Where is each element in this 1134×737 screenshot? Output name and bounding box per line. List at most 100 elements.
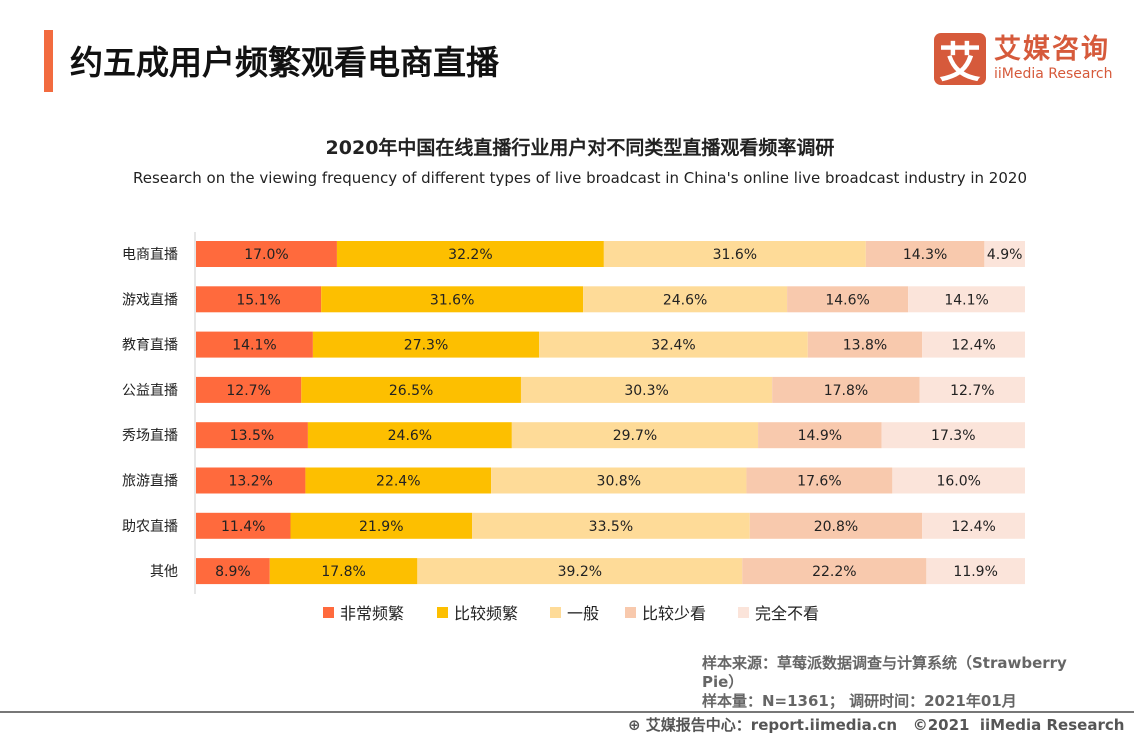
data-label: 22.2%	[812, 564, 856, 580]
bar-segment	[746, 467, 893, 494]
bar-segment	[196, 422, 308, 449]
bar-segment	[307, 422, 512, 449]
bar-segment	[196, 241, 337, 267]
category-label: 电商直播	[122, 246, 178, 263]
bar-segment	[603, 241, 866, 267]
category-label: 其他	[150, 564, 178, 580]
data-label: 17.8%	[824, 383, 868, 399]
data-label: 16.0%	[936, 474, 980, 490]
category-label: 助农直播	[122, 518, 178, 535]
data-label: 39.2%	[558, 564, 602, 580]
bar-segment	[321, 286, 584, 313]
bar-segment	[301, 376, 521, 403]
data-label: 20.8%	[814, 519, 858, 535]
data-label: 17.8%	[321, 564, 365, 580]
title-accent-bar	[44, 30, 53, 92]
data-label: 17.6%	[797, 474, 841, 490]
bar-segment	[881, 422, 1025, 449]
footer: ⊕ 艾媒报告中心：report.iimedia.cn ©2021 iiMedia…	[628, 714, 1134, 735]
bar-segment	[520, 376, 773, 403]
bar-segment	[539, 331, 808, 358]
globe-icon: ⊕	[628, 716, 646, 734]
logo-en: iiMedia Research	[994, 66, 1113, 82]
category-label: 游戏直播	[122, 291, 178, 308]
bar-segment	[196, 512, 291, 539]
data-label: 15.1%	[236, 292, 280, 308]
data-label: 21.9%	[359, 519, 403, 535]
bar-segment	[472, 512, 750, 539]
bar-segment	[196, 467, 306, 494]
category-label: 秀场直播	[122, 427, 178, 444]
bar-segment	[511, 422, 759, 449]
legend-label: 比较少看	[642, 604, 706, 623]
legend-label: 一般	[567, 604, 599, 623]
legend-label: 非常频繁	[340, 604, 404, 623]
data-label: 12.7%	[950, 383, 994, 399]
data-label: 17.0%	[244, 247, 288, 263]
bar-segment	[336, 241, 604, 267]
bar-segment	[919, 376, 1025, 403]
bar-segment	[417, 558, 743, 585]
logo-cn: 艾媒咨询	[994, 34, 1110, 65]
bar-segment	[269, 558, 418, 585]
bar-segment	[908, 286, 1025, 313]
data-label: 32.4%	[651, 338, 695, 354]
data-label: 11.9%	[953, 564, 997, 580]
bar-segment	[787, 286, 909, 313]
legend-label: 完全不看	[755, 604, 819, 623]
bar-segment	[865, 241, 985, 267]
bar-segment	[312, 331, 540, 358]
data-label: 17.3%	[931, 428, 975, 444]
legend-swatch	[550, 607, 561, 618]
bar-segment	[196, 376, 302, 403]
data-label: 24.6%	[663, 292, 707, 308]
bar-segment	[196, 558, 270, 585]
data-label: 14.6%	[825, 292, 869, 308]
source-line: 样本来源：草莓派数据调查与计算系统（Strawberry Pie）	[702, 654, 1067, 691]
data-label: 14.1%	[944, 292, 988, 308]
data-label: 24.6%	[388, 428, 432, 444]
data-label: 29.7%	[613, 428, 657, 444]
data-label: 13.2%	[228, 474, 272, 490]
logo-mark: 艾	[934, 33, 986, 87]
bar-segment	[305, 467, 492, 494]
bar-segment	[196, 286, 322, 313]
data-label: 11.4%	[221, 519, 265, 535]
bar-segment	[926, 558, 1025, 585]
data-label: 30.8%	[597, 474, 641, 490]
legend-swatch	[625, 607, 636, 618]
data-label: 14.9%	[798, 428, 842, 444]
data-label: 30.3%	[624, 383, 668, 399]
page-title: 约五成用户频繁观看电商直播	[70, 43, 499, 82]
legend-swatch	[323, 607, 334, 618]
data-label: 4.9%	[987, 247, 1023, 263]
footer-divider	[0, 711, 1134, 713]
bar-segment	[922, 512, 1025, 539]
data-label: 13.8%	[843, 338, 887, 354]
bar-segment	[922, 331, 1025, 358]
data-label: 12.4%	[951, 519, 995, 535]
data-label: 31.6%	[430, 292, 474, 308]
data-label: 13.5%	[230, 428, 274, 444]
bar-segment	[772, 376, 920, 403]
legend-swatch	[738, 607, 749, 618]
data-label: 8.9%	[215, 564, 251, 580]
bar-segment	[984, 241, 1025, 267]
footer-text: 艾媒报告中心：report.iimedia.cn ©2021 iiMedia R…	[645, 716, 1134, 734]
data-label: 32.2%	[448, 247, 492, 263]
data-label: 14.1%	[232, 338, 276, 354]
bar-segment	[758, 422, 882, 449]
data-label: 26.5%	[389, 383, 433, 399]
bar-segment	[583, 286, 788, 313]
data-label: 12.7%	[226, 383, 270, 399]
source-note: 样本来源：草莓派数据调查与计算系统（Strawberry Pie） 样本量：N=1…	[702, 654, 1092, 711]
sample-line: 样本量：N=1361； 调研时间：2021年01月	[702, 692, 1017, 710]
legend-label: 比较频繁	[454, 604, 518, 623]
bar-segment	[892, 467, 1025, 494]
chart-subtitle: Research on the viewing frequency of dif…	[132, 169, 1027, 187]
data-label: 27.3%	[404, 338, 448, 354]
chart-title: 2020年中国在线直播行业用户对不同类型直播观看频率调研	[325, 137, 835, 159]
logo: 艾 艾媒咨询 iiMedia Research	[934, 33, 1113, 87]
bar-segment	[742, 558, 927, 585]
